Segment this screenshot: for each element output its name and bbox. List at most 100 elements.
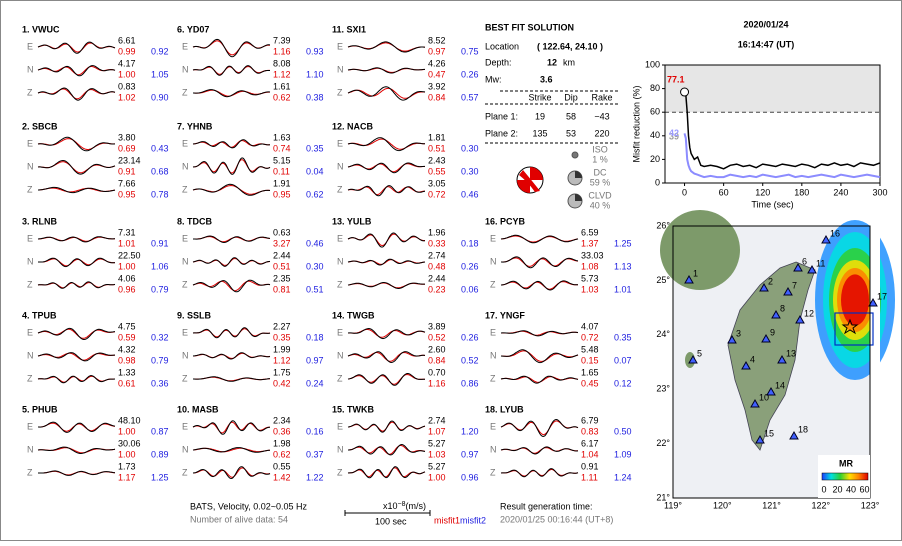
misfit2: 0.97 bbox=[461, 449, 479, 459]
amplitude: 3.80 bbox=[118, 132, 136, 142]
misfit1: 0.61 bbox=[118, 378, 136, 388]
misfit2: 1.24 bbox=[614, 472, 632, 482]
misfit1: 0.51 bbox=[273, 261, 291, 271]
channel-label: N bbox=[182, 350, 189, 360]
map-taiwan bbox=[727, 261, 816, 451]
misfit2: 0.30 bbox=[306, 261, 324, 271]
misfit1: 0.84 bbox=[428, 92, 446, 102]
component-pct: 1 % bbox=[592, 154, 608, 164]
synthetic-trace bbox=[192, 280, 271, 292]
station-marker bbox=[684, 274, 694, 284]
station-number: 17 bbox=[877, 291, 887, 301]
station-marker bbox=[750, 398, 760, 408]
channel-label: E bbox=[490, 327, 496, 337]
misfit1: 1.00 bbox=[118, 426, 136, 436]
channel-label: E bbox=[27, 41, 33, 51]
amplitude: 2.27 bbox=[273, 321, 291, 331]
y-tick-label: 100 bbox=[645, 59, 660, 69]
station-name: 11. SXI1 bbox=[332, 24, 366, 34]
lat-label: 22° bbox=[656, 438, 670, 448]
misfit1: 0.62 bbox=[273, 449, 291, 459]
observed-trace bbox=[347, 67, 425, 74]
amplitude: 3.05 bbox=[428, 178, 446, 188]
misfit1: 0.74 bbox=[273, 143, 291, 153]
misfit2: 0.07 bbox=[614, 355, 632, 365]
column-header: Strike bbox=[528, 92, 551, 102]
amplitude: 3.89 bbox=[428, 321, 446, 331]
x-tick-label: 300 bbox=[872, 187, 887, 197]
misfit1-legend: misfit1 bbox=[434, 515, 460, 525]
station-marker bbox=[793, 262, 803, 272]
observed-trace bbox=[193, 235, 271, 244]
observed-trace bbox=[192, 327, 271, 339]
station-marker bbox=[755, 434, 765, 444]
misfit1: 0.42 bbox=[273, 378, 291, 388]
colorbar-label: 40 bbox=[846, 484, 856, 494]
channel-label: E bbox=[27, 138, 33, 148]
amplitude: 1.91 bbox=[273, 178, 291, 188]
misfit-line bbox=[683, 133, 881, 179]
misfit2: 0.50 bbox=[614, 426, 632, 436]
misfit1: 1.04 bbox=[581, 449, 599, 459]
station-marker bbox=[688, 354, 698, 364]
amplitude: 6.79 bbox=[581, 415, 599, 425]
threshold-band bbox=[665, 65, 880, 113]
colorbar bbox=[821, 472, 869, 481]
station-marker bbox=[771, 309, 781, 319]
observed-trace bbox=[192, 139, 271, 149]
plane-label: Plane 2: bbox=[485, 128, 518, 138]
misfit2: 0.93 bbox=[306, 46, 324, 56]
mw: 3.6 bbox=[540, 74, 553, 84]
station-name: 2. SBCB bbox=[22, 121, 58, 131]
observed-trace bbox=[37, 281, 116, 289]
amplitude: 0.91 bbox=[581, 461, 599, 471]
amplitude: 5.27 bbox=[428, 461, 446, 471]
misfit2: 1.13 bbox=[614, 261, 632, 271]
channel-label: N bbox=[27, 350, 34, 360]
amplitude: 2.34 bbox=[273, 415, 291, 425]
misfit2: 0.89 bbox=[151, 449, 169, 459]
observed-trace bbox=[192, 447, 271, 453]
misfit2: 1.09 bbox=[614, 449, 632, 459]
misfit2: 0.32 bbox=[151, 332, 169, 342]
amplitude: 4.06 bbox=[118, 273, 136, 283]
station-marker bbox=[759, 282, 769, 292]
station-name: 4. TPUB bbox=[22, 310, 57, 320]
misfit1: 0.62 bbox=[273, 92, 291, 102]
date: 2020/01/24 bbox=[743, 19, 788, 29]
station-name: 5. PHUB bbox=[22, 404, 58, 414]
station-marker bbox=[795, 314, 805, 324]
amplitude: 7.31 bbox=[118, 227, 136, 237]
misfit1: 0.55 bbox=[428, 166, 446, 176]
misfit1: 1.11 bbox=[581, 472, 598, 482]
misfit1: 0.36 bbox=[273, 426, 291, 436]
station-marker bbox=[727, 334, 737, 344]
mw-label: Mw: bbox=[485, 74, 502, 84]
channel-label: Z bbox=[182, 87, 188, 97]
observed-trace bbox=[347, 86, 426, 101]
amplitude: 2.43 bbox=[428, 155, 446, 165]
colorbar-title: MR bbox=[839, 458, 853, 468]
amplitude: 2.74 bbox=[428, 415, 446, 425]
observed-trace bbox=[192, 257, 271, 267]
observed-trace bbox=[37, 374, 116, 384]
observed-trace bbox=[193, 376, 271, 382]
lon-label: 122° bbox=[811, 500, 830, 510]
station-number: 11 bbox=[816, 258, 825, 268]
beachball-fill bbox=[519, 170, 540, 192]
synthetic-trace bbox=[347, 87, 426, 99]
lon-label: 121° bbox=[762, 500, 781, 510]
plane-value: 58 bbox=[566, 111, 576, 121]
channel-label: Z bbox=[337, 87, 343, 97]
y-tick-label: 20 bbox=[650, 154, 660, 164]
synthetic-trace bbox=[37, 352, 115, 361]
misfit2: 0.04 bbox=[306, 166, 324, 176]
misfit1: 0.48 bbox=[428, 261, 446, 271]
map-land bbox=[660, 210, 740, 290]
column-header: Dip bbox=[564, 92, 578, 102]
observed-trace bbox=[37, 446, 116, 454]
amplitude: 4.75 bbox=[118, 321, 136, 331]
epicenter-box bbox=[834, 312, 874, 346]
misfit1: 0.33 bbox=[428, 238, 446, 248]
observed-trace bbox=[501, 280, 578, 291]
